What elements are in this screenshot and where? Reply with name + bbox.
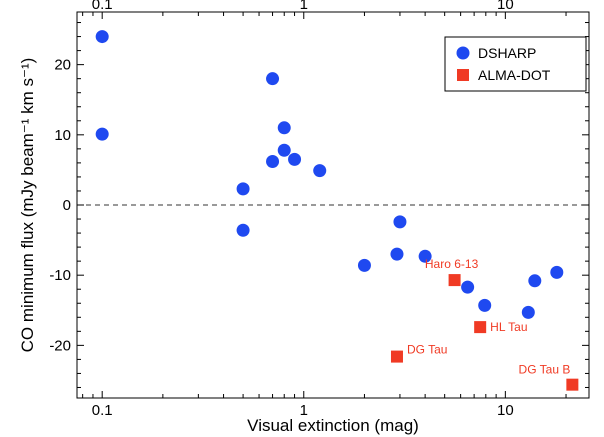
y-tick-label: 20 [54,57,71,74]
dsharp-point [550,265,564,279]
x-tick-label-top: 0.1 [92,0,113,13]
y-tick-label: 0 [63,197,71,214]
dsharp-point [236,223,250,237]
dsharp-point [266,154,280,168]
point-label: DG Tau B [519,363,571,377]
dsharp-point [357,258,371,272]
x-tick-label-top: 1 [300,0,308,13]
alma-dot-point [566,378,579,391]
dsharp-point [95,127,109,141]
dsharp-point [461,280,475,294]
point-label: HL Tau [490,320,527,334]
dsharp-point [288,152,302,166]
legend: DSHARP ALMA-DOT [444,36,587,92]
legend-marker-dshrp [456,46,470,60]
legend-label-dsharp: DSHARP [478,45,536,61]
dsharp-point [390,247,404,261]
data-points [95,30,579,391]
dsharp-point [277,143,291,157]
x-axis-tick-labels-bottom: 0.1 1 10 [92,402,514,419]
dsharp-point [277,121,291,135]
x-tick-label: 10 [497,402,514,419]
legend-marker-alma-dot [457,69,469,81]
x-tick-label: 0.1 [92,402,113,419]
dsharp-point [478,298,492,312]
dsharp-point [393,215,407,229]
alma-dot-point [448,274,461,287]
x-axis-tick-labels-top: 0.1 1 10 [92,0,514,13]
legend-box [444,36,587,92]
y-tick-label: -10 [49,267,71,284]
point-label: DG Tau [407,343,447,357]
dsharp-point [528,274,542,288]
x-tick-label: 1 [300,402,308,419]
dsharp-point [236,182,250,196]
point-annotations: DG Tau Haro 6-13 HL Tau DG Tau B [407,257,570,377]
point-label: Haro 6-13 [425,257,479,271]
legend-label-alma-dot: ALMA-DOT [478,67,551,83]
alma-dot-point [474,321,487,334]
y-axis-ticks [77,22,589,388]
y-tick-label: -20 [49,337,71,354]
dsharp-point [266,72,280,86]
y-axis-title: CO minimum flux (mJy beam⁻¹ km s⁻¹) [18,58,37,353]
alma-dot-point [390,350,403,363]
x-tick-label-top: 10 [497,0,514,13]
y-axis-tick-labels: -20 -10 0 10 20 [49,57,71,355]
dsharp-point [521,305,535,319]
dsharp-point [313,164,327,178]
dsharp-point [418,249,432,263]
x-axis-title: Visual extinction (mag) [247,416,419,435]
dsharp-point [95,30,109,44]
x-axis-ticks [82,12,567,398]
y-tick-label: 10 [54,127,71,144]
